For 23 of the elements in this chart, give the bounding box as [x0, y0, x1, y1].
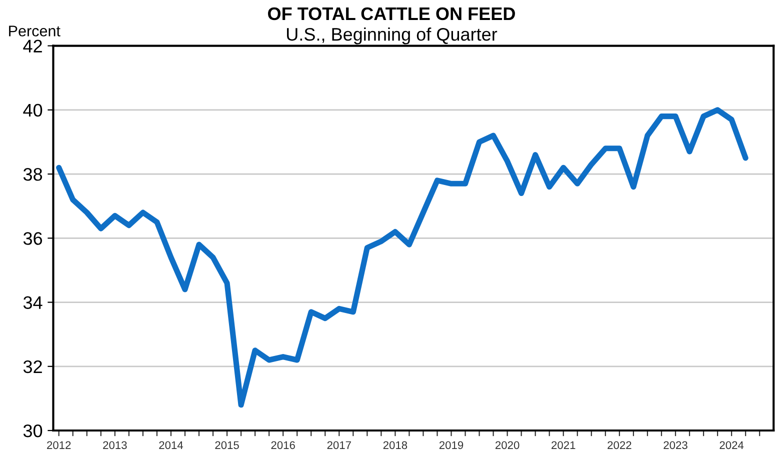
x-tick-label: 2012: [47, 441, 71, 450]
y-tick-label: 40: [23, 104, 42, 117]
y-tick-label: 36: [23, 232, 42, 245]
x-tick-label: 2023: [664, 441, 688, 450]
y-tick-label: 30: [23, 424, 42, 438]
chart-title: OF TOTAL CATTLE ON FEED: [268, 7, 515, 20]
y-axis-title: Percent: [9, 26, 60, 36]
x-tick-label: 2022: [608, 441, 632, 450]
x-tick-label: 2019: [439, 441, 464, 450]
y-tick-label: 38: [23, 168, 42, 181]
y-tick-label: 34: [23, 296, 42, 309]
x-tick-label: 2013: [103, 441, 127, 450]
x-tick-label: 2017: [327, 441, 351, 450]
y-tick-label: 32: [23, 360, 42, 374]
x-tick-label: 2018: [383, 441, 408, 450]
y-tick-label: 42: [23, 40, 42, 52]
x-tick-label: 2014: [159, 441, 184, 450]
chart-subtitle: U.S., Beginning of Quarter: [287, 27, 498, 44]
x-tick-label: 2015: [215, 441, 239, 450]
x-tick-label: 2020: [496, 441, 520, 450]
x-tick-label: 2016: [271, 441, 295, 450]
x-tick-label: 2024: [720, 441, 744, 450]
x-tick-label: 2021: [552, 441, 576, 450]
